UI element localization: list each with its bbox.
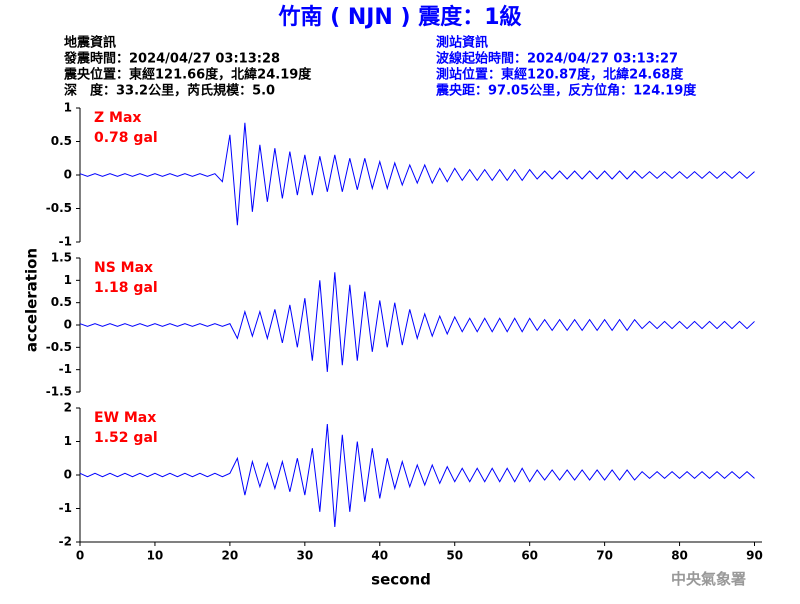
y-tick-label: 0: [64, 468, 72, 482]
component-label: Z Max: [94, 110, 141, 126]
y-tick-label: -0.5: [46, 201, 72, 215]
x-tick-label: 90: [746, 549, 763, 563]
x-tick-label: 0: [76, 549, 84, 563]
y-tick-label: -1: [59, 362, 72, 376]
x-tick-label: 30: [296, 549, 313, 563]
y-tick-label: 1.5: [51, 251, 72, 265]
waveform: [79, 424, 755, 527]
x-tick-label: 60: [521, 549, 538, 563]
y-tick-label: -0.5: [46, 340, 72, 354]
y-tick-label: -1: [59, 501, 72, 515]
x-axis-label: second: [371, 571, 431, 589]
max-label: 1.18 gal: [94, 280, 158, 296]
max-label: 1.52 gal: [94, 430, 158, 446]
info-line: 深 度：33.2公里，芮氏規模：5.0: [64, 83, 275, 99]
y-tick-label: 0: [64, 318, 72, 332]
info-line: 波線起始時間：2024/04/27 03:13:27: [436, 51, 678, 67]
x-tick-label: 20: [222, 549, 239, 563]
x-tick-label: 50: [446, 549, 463, 563]
x-tick-label: 70: [596, 549, 613, 563]
y-tick-label: -1: [59, 235, 72, 249]
info-line: 測站位置：東經120.87度，北緯24.68度: [436, 67, 684, 83]
y-tick-label: -1.5: [46, 385, 72, 399]
info-line: 測站資訊: [436, 35, 488, 51]
info-line: 震央位置：東經121.66度，北緯24.19度: [63, 67, 312, 83]
max-label: 0.78 gal: [94, 130, 158, 146]
waveform: [79, 122, 755, 226]
x-tick-label: 40: [371, 549, 388, 563]
x-tick-label: 10: [147, 549, 164, 563]
waveform: [79, 272, 755, 372]
info-line: 發震時間：2024/04/27 03:13:28: [63, 51, 280, 67]
y-tick-label: 0.5: [51, 295, 72, 309]
info-line: 震央距：97.05公里，反方位角：124.19度: [435, 83, 697, 99]
y-tick-label: 0.5: [51, 134, 72, 148]
y-tick-label: 1: [64, 434, 72, 448]
chart-title: 竹南 ( NJN ) 震度：1級: [277, 4, 521, 30]
info-line: 地震資訊: [64, 35, 116, 51]
component-label: NS Max: [94, 260, 153, 276]
footer: 中央氣象署: [671, 570, 746, 588]
y-tick-label: 0: [64, 168, 72, 182]
component-label: EW Max: [94, 410, 156, 426]
x-tick-label: 80: [671, 549, 688, 563]
y-tick-label: 1: [64, 101, 72, 115]
y-tick-label: -2: [59, 535, 72, 549]
y-axis-label: acceleration: [23, 248, 41, 352]
y-tick-label: 2: [64, 401, 72, 415]
y-tick-label: 1: [64, 273, 72, 287]
